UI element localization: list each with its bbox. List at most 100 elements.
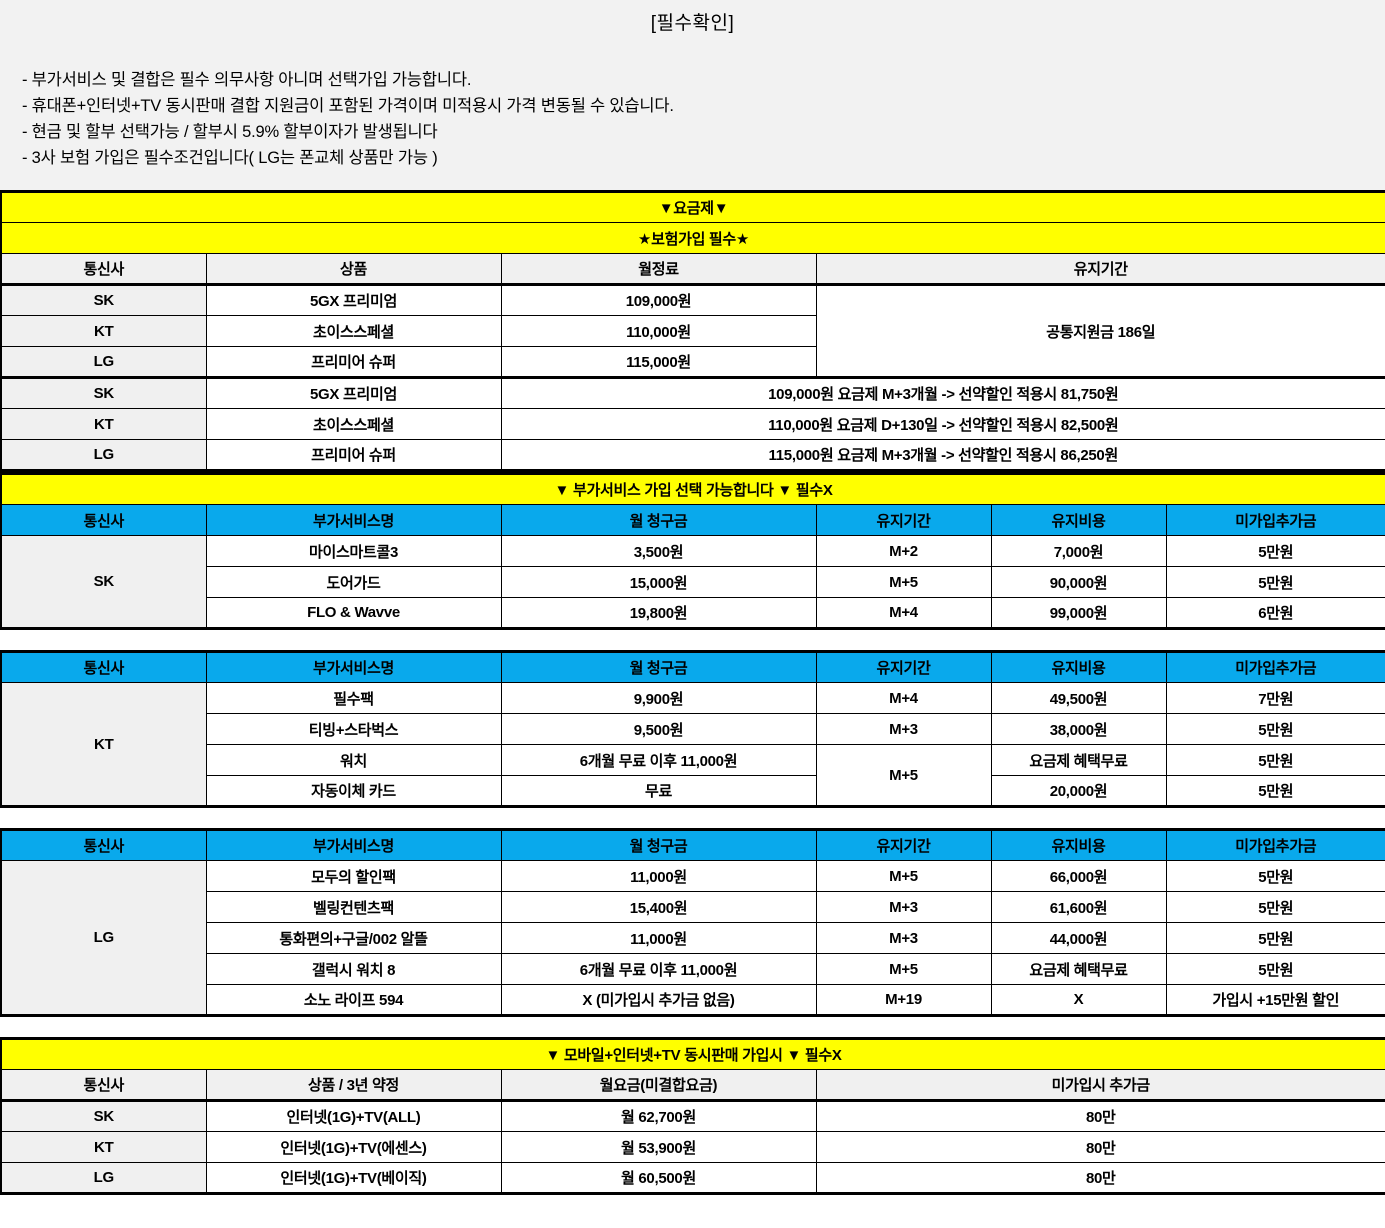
plan-banner-insurance: ★보험가입 필수★ bbox=[0, 222, 1385, 254]
addon-cost: 49,500원 bbox=[990, 682, 1167, 714]
addon-carrier: KT bbox=[0, 682, 207, 807]
table-row: LG 모두의 할인팩 11,000원 M+5 66,000원 5만원 bbox=[0, 860, 1385, 1016]
addon-monthly: 9,900원 bbox=[500, 682, 817, 714]
addon-penalty: 5만원 bbox=[1165, 744, 1385, 776]
discount-detail: 109,000원 요금제 M+3개월 -> 선약할인 적용시 81,750원 bbox=[500, 377, 1385, 409]
addon-monthly: 3,500원 bbox=[500, 535, 817, 567]
addon-name: 도어가드 bbox=[205, 566, 502, 598]
addon-header-row: 통신사 부가서비스명 월 청구금 유지기간 유지비용 미가입추가금 bbox=[0, 651, 1385, 683]
discount-carrier: KT bbox=[0, 408, 207, 440]
plan-header-period: 유지기간 bbox=[815, 253, 1385, 285]
table-row: 갤럭시 워치 8 6개월 무료 이후 11,000원 M+5 요금제 혜택무료 … bbox=[1, 953, 1385, 985]
sk-addon-table: ▼ 부가서비스 가입 선택 가능합니다 ▼ 필수X 통신사 부가서비스명 월 청… bbox=[0, 472, 1385, 630]
addon-header-period: 유지기간 bbox=[815, 829, 992, 861]
bundle-banner-row: ▼ 모바일+인터넷+TV 동시판매 가입시 ▼ 필수X bbox=[0, 1038, 1385, 1070]
bundle-monthly: 월 60,500원 bbox=[500, 1162, 817, 1194]
addon-cost: 66,000원 bbox=[990, 860, 1167, 892]
addon-monthly: 19,800원 bbox=[500, 597, 817, 629]
addon-penalty: 5만원 bbox=[1165, 953, 1385, 985]
addon-header-row: 통신사 부가서비스명 월 청구금 유지기간 유지비용 미가입추가금 bbox=[0, 504, 1385, 536]
addon-penalty: 5만원 bbox=[1165, 535, 1385, 567]
addon-header-carrier: 통신사 bbox=[0, 829, 207, 861]
bundle-monthly: 월 53,900원 bbox=[500, 1131, 817, 1163]
bundle-header-row: 통신사 상품 / 3년 약정 월요금(미결합요금) 미가입시 추가금 bbox=[0, 1069, 1385, 1101]
addon-period: M+3 bbox=[815, 713, 992, 745]
table-row: KT 필수팩 9,900원 M+4 49,500원 7만원 bbox=[0, 682, 1385, 807]
plan-period-merged: 공통지원금 186일 bbox=[815, 284, 1385, 378]
addon-name: 소노 라이프 594 bbox=[205, 984, 502, 1016]
addon-header-name: 부가서비스명 bbox=[205, 504, 502, 536]
addon-penalty: 5만원 bbox=[1165, 713, 1385, 745]
bundle-carrier: KT bbox=[0, 1131, 207, 1163]
plan-product: 초이스스페셜 bbox=[205, 315, 502, 347]
lg-addon-table: 통신사 부가서비스명 월 청구금 유지기간 유지비용 미가입추가금 LG 모두의… bbox=[0, 828, 1385, 1017]
addon-header-carrier: 통신사 bbox=[0, 651, 207, 683]
addon-period: M+4 bbox=[815, 682, 992, 714]
addon-header-penalty: 미가입추가금 bbox=[1165, 651, 1385, 683]
table-row: 벨링컨텐츠팩 15,400원 M+3 61,600원 5만원 bbox=[1, 891, 1385, 923]
discount-product: 초이스스페셜 bbox=[205, 408, 502, 440]
addon-name: 워치 bbox=[205, 744, 502, 776]
notice-line: - 휴대폰+인터넷+TV 동시판매 결합 지원금이 포함된 가격이며 미적용시 … bbox=[22, 97, 674, 115]
addon-penalty: 7만원 bbox=[1165, 682, 1385, 714]
bundle-header-product: 상품 / 3년 약정 bbox=[205, 1069, 502, 1101]
addon-header-penalty: 미가입추가금 bbox=[1165, 504, 1385, 536]
addon-header-carrier: 통신사 bbox=[0, 504, 207, 536]
discount-detail: 110,000원 요금제 D+130일 -> 선약할인 적용시 82,500원 bbox=[500, 408, 1385, 440]
notice-line: - 3사 보험 가입은 필수조건입니다( LG는 폰교체 상품만 가능 ) bbox=[22, 149, 438, 167]
notice-list: - 부가서비스 및 결합은 필수 의무사항 아니며 선택가입 가능합니다. - … bbox=[0, 35, 1385, 171]
plan-carrier: LG bbox=[0, 346, 207, 378]
addon-name: 벨링컨텐츠팩 bbox=[205, 891, 502, 923]
addon-penalty: 5만원 bbox=[1165, 922, 1385, 954]
addon-cost: 44,000원 bbox=[990, 922, 1167, 954]
bundle-table: ▼ 모바일+인터넷+TV 동시판매 가입시 ▼ 필수X 통신사 상품 / 3년 … bbox=[0, 1037, 1385, 1195]
addon-period: M+5 bbox=[815, 860, 992, 892]
addon-name: 통화편의+구글/002 알뜰 bbox=[205, 922, 502, 954]
addon-monthly: 6개월 무료 이후 11,000원 bbox=[500, 744, 817, 776]
addon-monthly: 15,000원 bbox=[500, 566, 817, 598]
addon-penalty: 가입시 +15만원 할인 bbox=[1165, 984, 1385, 1016]
addon-carrier: SK bbox=[0, 535, 207, 629]
plan-product: 프리미어 슈퍼 bbox=[205, 346, 502, 378]
table-row: 통화편의+구글/002 알뜰 11,000원 M+3 44,000원 5만원 bbox=[1, 922, 1385, 954]
table-row: KT 초이스스페셜 110,000원 요금제 D+130일 -> 선약할인 적용… bbox=[0, 408, 1385, 440]
discount-detail: 115,000원 요금제 M+3개월 -> 선약할인 적용시 86,250원 bbox=[500, 439, 1385, 471]
bundle-header-penalty: 미가입시 추가금 bbox=[815, 1069, 1385, 1101]
addon-name: 모두의 할인팩 bbox=[205, 860, 502, 892]
addon-cost: 38,000원 bbox=[990, 713, 1167, 745]
bundle-carrier: LG bbox=[0, 1162, 207, 1194]
plan-banner-primary: ▼요금제▼ bbox=[0, 191, 1385, 223]
addon-period: M+4 bbox=[815, 597, 992, 629]
discount-product: 프리미어 슈퍼 bbox=[205, 439, 502, 471]
table-row: FLO & Wavve 19,800원 M+4 99,000원 6만원 bbox=[1, 597, 1385, 629]
addon-cost: 20,000원 bbox=[990, 775, 1167, 807]
addon-monthly: 11,000원 bbox=[500, 860, 817, 892]
section-gap bbox=[0, 630, 1385, 650]
addon-cost: X bbox=[990, 984, 1167, 1016]
plan-fee: 110,000원 bbox=[500, 315, 817, 347]
addon-cost: 요금제 혜택무료 bbox=[990, 744, 1167, 776]
addon-penalty: 5만원 bbox=[1165, 891, 1385, 923]
addon-cost: 61,600원 bbox=[990, 891, 1167, 923]
addon-period-merged: M+5 bbox=[815, 744, 992, 807]
addon-header-period: 유지기간 bbox=[815, 651, 992, 683]
addon-monthly: 무료 bbox=[500, 775, 817, 807]
table-row: SK 마이스마트콜3 3,500원 M+2 7,000원 5만원 bbox=[0, 535, 1385, 629]
bundle-product: 인터넷(1G)+TV(ALL) bbox=[205, 1100, 502, 1132]
plan-banner-row: ▼요금제▼ bbox=[0, 191, 1385, 223]
addon-penalty: 5만원 bbox=[1165, 566, 1385, 598]
plan-carrier: KT bbox=[0, 315, 207, 347]
table-row: SK 5GX 프리미엄 109,000원 요금제 M+3개월 -> 선약할인 적… bbox=[0, 377, 1385, 409]
table-row: LG 프리미어 슈퍼 115,000원 bbox=[0, 346, 1385, 378]
addon-name: 티빙+스타벅스 bbox=[205, 713, 502, 745]
addon-header-monthly: 월 청구금 bbox=[500, 651, 817, 683]
table-row: LG 프리미어 슈퍼 115,000원 요금제 M+3개월 -> 선약할인 적용… bbox=[0, 439, 1385, 471]
addon-cost: 7,000원 bbox=[990, 535, 1167, 567]
addon-monthly: 9,500원 bbox=[500, 713, 817, 745]
addon-cost: 90,000원 bbox=[990, 566, 1167, 598]
plan-header-fee: 월정료 bbox=[500, 253, 817, 285]
discount-product: 5GX 프리미엄 bbox=[205, 377, 502, 409]
plan-fee: 109,000원 bbox=[500, 284, 817, 316]
table-row: 소노 라이프 594 X (미가입시 추가금 없음) M+19 X 가입시 +1… bbox=[1, 984, 1385, 1016]
addon-name: 갤럭시 워치 8 bbox=[205, 953, 502, 985]
